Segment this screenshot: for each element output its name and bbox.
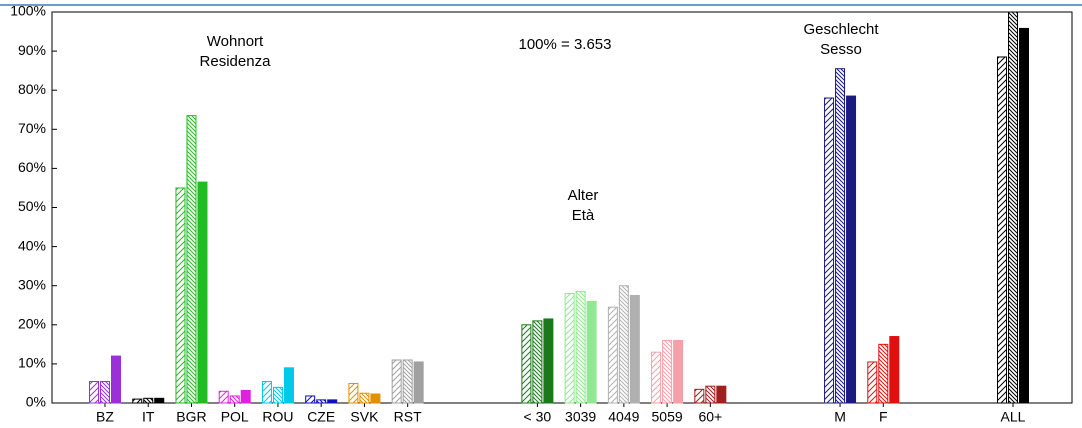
- bar: [229, 395, 240, 404]
- bar: [618, 285, 629, 404]
- x-tick-label: BGR: [176, 409, 206, 425]
- x-tick-label: RST: [394, 409, 422, 425]
- bar: [651, 351, 662, 404]
- bar: [359, 392, 370, 404]
- x-tick-label: BZ: [96, 409, 114, 425]
- annotation: Residenza: [200, 53, 272, 70]
- bar: [272, 386, 283, 404]
- bar: [716, 385, 727, 404]
- bar: [673, 339, 684, 404]
- bar: [1008, 11, 1018, 404]
- x-tick-label: SVK: [350, 409, 379, 425]
- bar: [564, 293, 575, 404]
- bar: [521, 324, 532, 404]
- bar: [186, 115, 197, 404]
- annotation: Età: [572, 207, 595, 224]
- annotation: Sesso: [820, 41, 862, 58]
- y-tick-label: 10%: [18, 355, 46, 371]
- y-tick-label: 30%: [18, 276, 46, 292]
- bar: [348, 382, 359, 404]
- bar: [607, 306, 618, 404]
- bar: [100, 380, 110, 404]
- x-tick-label: 60+: [698, 409, 722, 425]
- bar: [867, 361, 878, 404]
- bar: [391, 359, 402, 404]
- bar: [143, 397, 154, 404]
- x-tick-label: ROU: [262, 409, 293, 425]
- y-tick-label: 90%: [18, 42, 46, 58]
- bar: [575, 291, 586, 404]
- bar: [413, 361, 424, 404]
- bar: [878, 343, 889, 404]
- x-tick-label: ALL: [1001, 409, 1026, 425]
- bar: [824, 97, 835, 404]
- bar: [283, 367, 294, 404]
- x-tick-label: 3039: [565, 409, 596, 425]
- x-tick-label: M: [834, 409, 846, 425]
- bar: [694, 388, 705, 404]
- x-tick-label: < 30: [524, 409, 552, 425]
- bar: [218, 390, 229, 404]
- bar: [240, 389, 251, 404]
- bar: [543, 318, 554, 404]
- annotation: Alter: [568, 187, 599, 204]
- bar: [997, 56, 1007, 404]
- bar: [132, 398, 143, 404]
- bar: [835, 68, 846, 404]
- x-tick-label: CZE: [307, 409, 335, 425]
- bar: [586, 300, 597, 404]
- x-tick-label: F: [879, 409, 888, 425]
- x-tick-label: IT: [142, 409, 155, 425]
- bar: [705, 385, 716, 404]
- bar: [261, 380, 272, 404]
- y-tick-label: 0%: [26, 394, 46, 410]
- y-tick-label: 100%: [10, 3, 46, 19]
- bar: [316, 399, 327, 404]
- bar: [629, 294, 640, 404]
- annotation: Wohnort: [207, 33, 264, 50]
- x-tick-label: 4049: [608, 409, 639, 425]
- y-tick-label: 70%: [18, 120, 46, 136]
- annotation: Geschlecht: [803, 21, 879, 38]
- bar: [111, 355, 121, 404]
- bar: [889, 336, 900, 404]
- bar: [305, 395, 316, 404]
- y-tick-label: 40%: [18, 237, 46, 253]
- bar: [89, 380, 99, 404]
- bar: [327, 399, 338, 404]
- y-tick-label: 80%: [18, 81, 46, 97]
- annotation: 100% = 3.653: [519, 36, 612, 53]
- bar: [846, 95, 857, 404]
- y-tick-label: 60%: [18, 159, 46, 175]
- y-tick-label: 20%: [18, 316, 46, 332]
- x-tick-label: POL: [221, 409, 249, 425]
- bar: [197, 181, 208, 404]
- bar: [532, 320, 543, 404]
- bar: [154, 397, 165, 404]
- bar: [402, 359, 413, 404]
- bar: [175, 187, 186, 404]
- bar: [370, 393, 381, 404]
- x-tick-label: 5059: [652, 409, 683, 425]
- bar: [662, 339, 673, 404]
- bar: [1019, 27, 1029, 404]
- y-tick-label: 50%: [18, 198, 46, 214]
